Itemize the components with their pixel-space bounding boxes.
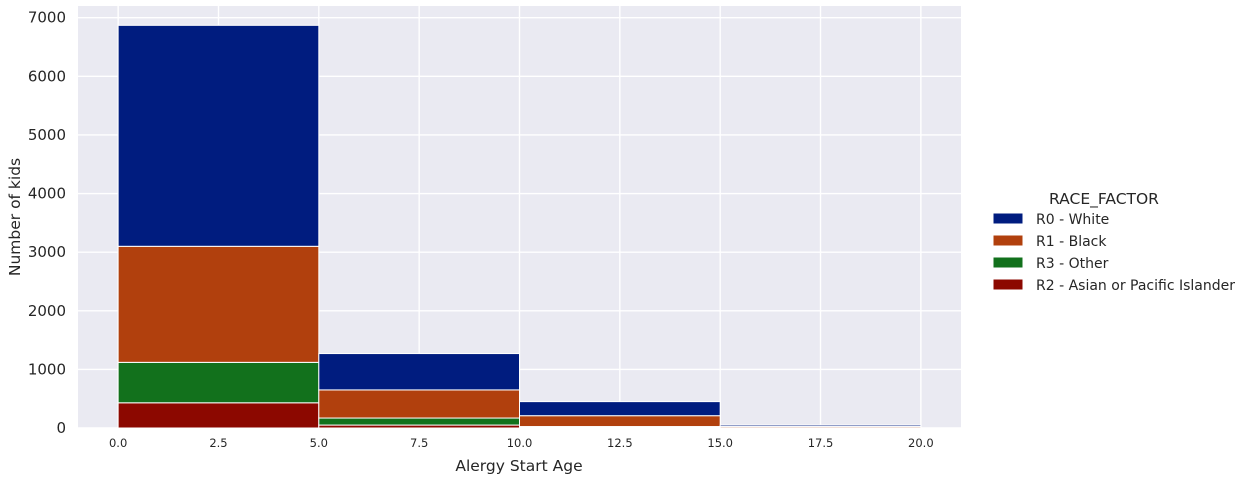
x-tick-label: 2.5 [209,436,227,450]
legend-swatch [992,234,1024,247]
legend-label: R2 - Asian or Pacific Islander [1036,278,1235,294]
bar-segment [318,353,520,391]
y-tick-label: 3000 [28,243,66,261]
y-tick-label: 4000 [28,185,66,203]
y-tick-label: 7000 [28,9,66,27]
bar-segment [117,24,320,247]
y-tick-label: 5000 [28,126,66,144]
y-tick-label: 1000 [28,360,66,378]
x-tick-label: 20.0 [908,436,934,450]
bar-segment [117,402,320,429]
legend-swatch [992,212,1024,225]
bar-segment [117,245,320,363]
x-tick-label: 0.0 [109,436,127,450]
legend-swatch [992,278,1024,291]
y-tick-labels: 0 1000 2000 3000 4000 5000 6000 7000 [28,9,66,437]
legend-title: RACE_FACTOR [1049,190,1159,209]
legend-swatch [992,256,1024,269]
bar-segment [318,417,520,426]
x-tick-label: 15.0 [707,436,733,450]
bar-segment [719,424,922,428]
x-tick-label: 17.5 [808,436,834,450]
x-tick-label: 12.5 [607,436,633,450]
x-tick-label: 10.0 [507,436,533,450]
legend-label: R3 - Other [1036,256,1109,272]
bar-segment [117,361,320,404]
y-tick-label: 6000 [28,67,66,85]
x-axis-label: Alergy Start Age [455,457,582,475]
y-axis-label: Number of kids [6,158,24,276]
legend: RACE_FACTOR R0 - White R1 - Black R3 - Oth… [992,190,1235,294]
x-tick-label: 7.5 [410,436,428,450]
legend-label: R0 - White [1036,212,1109,228]
y-tick-label: 0 [56,419,66,437]
bars [117,24,922,429]
bar-segment [519,401,721,417]
x-tick-labels: 0.0 2.5 5.0 7.5 10.0 12.5 15.0 17.5 20.0 [109,436,934,450]
legend-label: R1 - Black [1036,234,1107,250]
y-tick-label: 2000 [28,302,66,320]
bar-segment [318,389,520,419]
x-tick-label: 5.0 [310,436,328,450]
bar-segment [519,415,721,428]
